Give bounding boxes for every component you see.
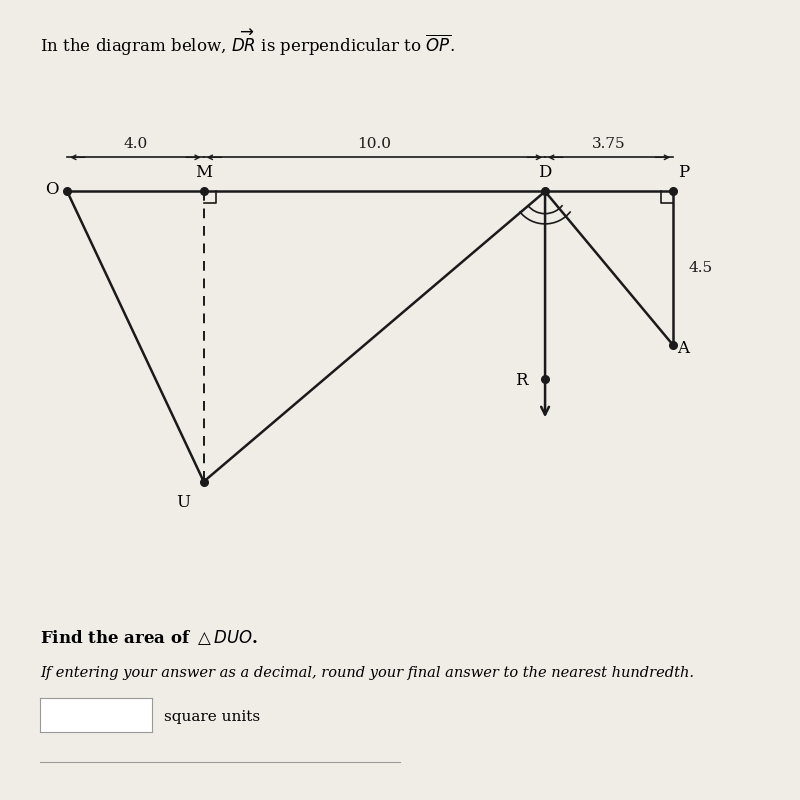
Text: 3.75: 3.75: [592, 137, 626, 151]
Text: 10.0: 10.0: [358, 137, 391, 151]
Text: P: P: [678, 164, 689, 181]
Text: O: O: [45, 182, 58, 198]
Text: 4.0: 4.0: [123, 137, 147, 151]
Text: If entering your answer as a decimal, round your final answer to the nearest hun: If entering your answer as a decimal, ro…: [40, 666, 694, 679]
Text: 4.5: 4.5: [689, 262, 713, 275]
Text: square units: square units: [164, 710, 260, 724]
Text: U: U: [176, 494, 190, 510]
Text: A: A: [678, 340, 690, 357]
Text: Find the area of $\triangle DUO$.: Find the area of $\triangle DUO$.: [40, 628, 258, 647]
Text: M: M: [195, 164, 212, 181]
Text: In the diagram below, $\overrightarrow{DR}$ is perpendicular to $\overline{OP}$.: In the diagram below, $\overrightarrow{D…: [40, 28, 454, 58]
Text: D: D: [538, 164, 552, 181]
Text: R: R: [515, 373, 527, 390]
